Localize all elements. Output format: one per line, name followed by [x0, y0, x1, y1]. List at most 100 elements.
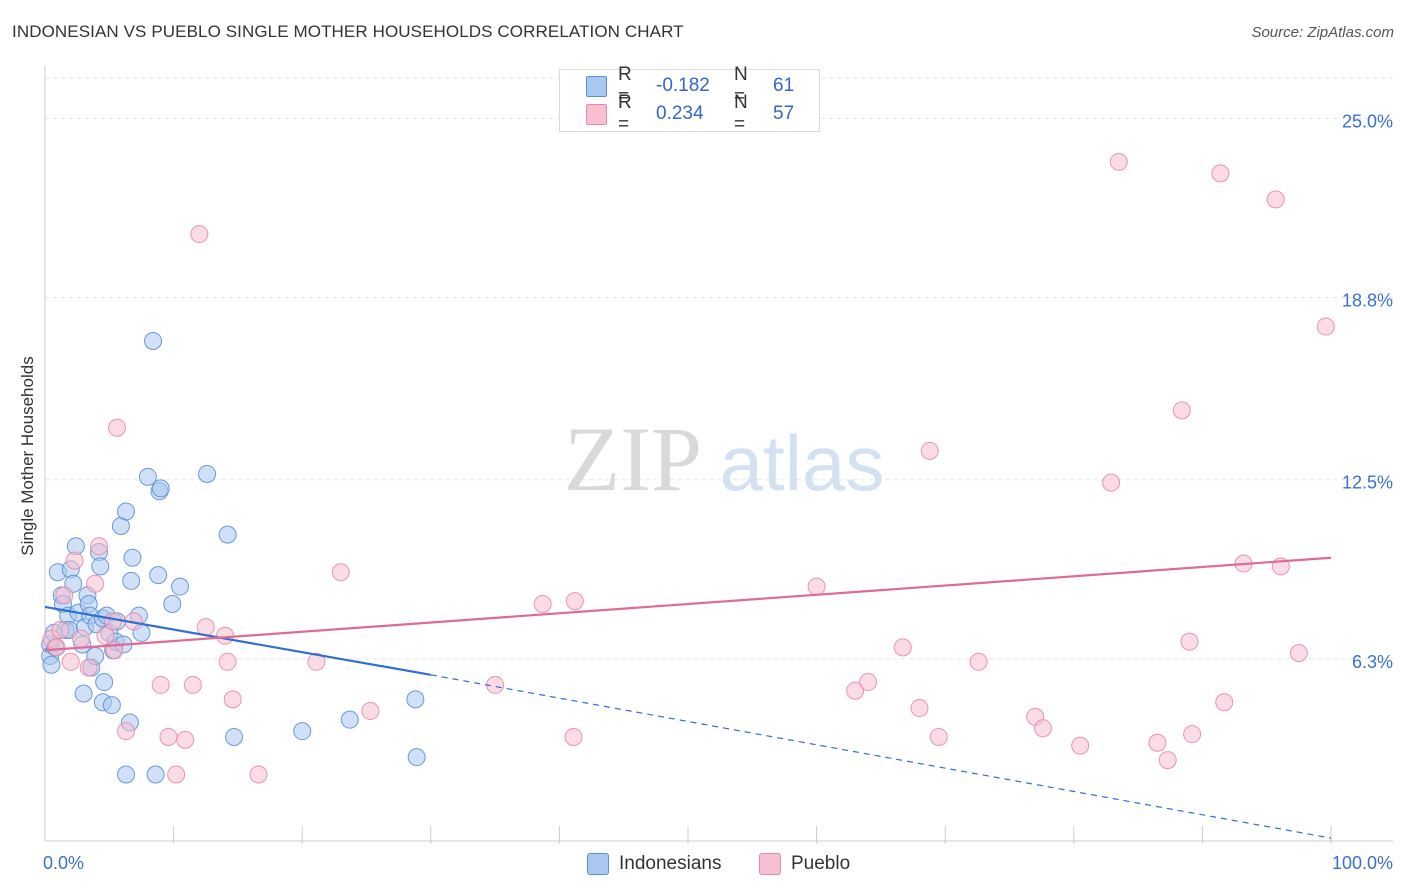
pueblo-point — [565, 592, 584, 611]
pueblo-point — [1266, 190, 1285, 209]
pueblo-point — [176, 730, 195, 749]
watermark-zip: ZIP — [564, 408, 702, 510]
pueblo-point — [807, 577, 826, 596]
pueblo-point — [929, 727, 948, 746]
n-value: 61 — [773, 75, 795, 96]
indonesians-point — [225, 727, 244, 746]
pueblo-point — [331, 563, 350, 582]
x-tick-label-min: 0.0% — [43, 853, 84, 873]
pueblo-point — [108, 418, 127, 437]
pueblo-point — [117, 722, 136, 741]
r-label: R = — [618, 64, 632, 107]
indonesians-point — [163, 595, 182, 614]
pueblo-legend-swatch — [759, 853, 781, 875]
r-value: 0.234 — [656, 103, 704, 124]
pueblo-trend-line — [44, 556, 1332, 652]
y-tick-label: 18.8% — [1342, 291, 1393, 311]
r-label: R = — [618, 92, 632, 135]
pueblo-point — [218, 652, 237, 671]
pueblo-point — [1215, 693, 1234, 712]
pueblo-point — [1109, 152, 1128, 171]
indonesians-point — [171, 577, 190, 596]
indonesians-point — [198, 464, 217, 483]
stats-legend: R = -0.182 N = 61 R = 0.234 N = 57 — [559, 64, 820, 135]
indonesians-legend-swatch — [587, 853, 609, 875]
y-tick-label: 6.3% — [1352, 652, 1393, 672]
pueblo-point — [1289, 644, 1308, 663]
indonesians-point — [138, 467, 157, 486]
y-tick-label: 12.5% — [1342, 473, 1393, 493]
legend-label-indonesians: Indonesians — [619, 853, 722, 874]
indonesians-point — [122, 571, 141, 590]
pueblo-point — [47, 638, 66, 657]
pueblo-point — [167, 765, 186, 784]
n-label: N = — [734, 92, 748, 135]
pueblo-point — [96, 626, 115, 645]
n-value: 57 — [773, 103, 795, 124]
pueblo-point — [159, 727, 178, 746]
y-tick-label: 25.0% — [1342, 111, 1393, 131]
axes — [44, 66, 1393, 844]
pueblo-point — [104, 612, 123, 631]
pueblo-point — [910, 699, 929, 718]
pueblo-point — [307, 652, 326, 671]
x-tick-label-max: 100.0% — [1332, 853, 1393, 873]
indonesians-point — [91, 557, 110, 576]
pueblo-point — [361, 701, 380, 720]
pueblo-point — [1183, 725, 1202, 744]
indonesians-point — [117, 502, 136, 521]
pueblo-point — [1148, 733, 1167, 752]
pueblo-point — [1071, 736, 1090, 755]
indonesians-point — [406, 690, 425, 709]
pueblo-point — [72, 629, 91, 648]
gridlines — [45, 77, 1393, 660]
pueblo-point — [1102, 473, 1121, 492]
pueblo-point — [846, 681, 865, 700]
pueblo-point — [1316, 317, 1335, 336]
indonesians-point — [146, 765, 165, 784]
pueblo-point — [1180, 632, 1199, 651]
indonesians-point — [42, 655, 61, 674]
indonesians-point — [123, 548, 142, 567]
pueblo-point — [90, 537, 109, 556]
pueblo-point — [859, 673, 878, 692]
indonesians-point — [293, 722, 312, 741]
indonesians-point — [102, 696, 121, 715]
chart-title: INDONESIAN VS PUEBLO SINGLE MOTHER HOUSE… — [12, 22, 684, 41]
indonesians-swatch — [586, 76, 607, 97]
pueblo-swatch — [586, 104, 607, 125]
r-value: -0.182 — [656, 75, 710, 96]
indonesians-point — [340, 710, 359, 729]
pueblo-point — [893, 638, 912, 657]
pueblo-point — [183, 675, 202, 694]
n-label: N = — [734, 64, 748, 107]
pueblo-point — [1211, 164, 1230, 183]
indonesians-point — [218, 525, 237, 544]
pueblo-point — [1033, 719, 1052, 738]
pueblo-point — [151, 675, 170, 694]
pueblo-point — [1158, 751, 1177, 770]
pueblo-point — [61, 652, 80, 671]
legend-item-indonesians[interactable]: Indonesians — [587, 852, 721, 876]
indonesians-point — [407, 748, 426, 767]
x-tick-labels: 0.0% 100.0% — [43, 853, 1393, 873]
pueblo-point — [55, 586, 74, 605]
y-tick-labels: 6.3% 12.5% 18.8% 25.0% — [1342, 111, 1393, 671]
pueblo-point — [920, 441, 939, 460]
data-points — [41, 152, 1335, 784]
pueblo-point — [249, 765, 268, 784]
indonesians-point — [144, 332, 163, 351]
indonesians-point — [74, 684, 93, 703]
source-label: Source: ZipAtlas.com — [1251, 24, 1394, 41]
indonesians-trend-line — [44, 605, 431, 676]
pueblo-point — [533, 595, 552, 614]
pueblo-point — [86, 574, 105, 593]
pueblo-point — [51, 621, 70, 640]
pueblo-point — [969, 652, 988, 671]
legend-item-pueblo[interactable]: Pueblo — [759, 852, 850, 876]
pueblo-point — [1172, 401, 1191, 420]
indonesians-point — [151, 479, 170, 498]
indonesians-trend-extension — [430, 674, 1332, 839]
indonesians-point — [95, 673, 114, 692]
